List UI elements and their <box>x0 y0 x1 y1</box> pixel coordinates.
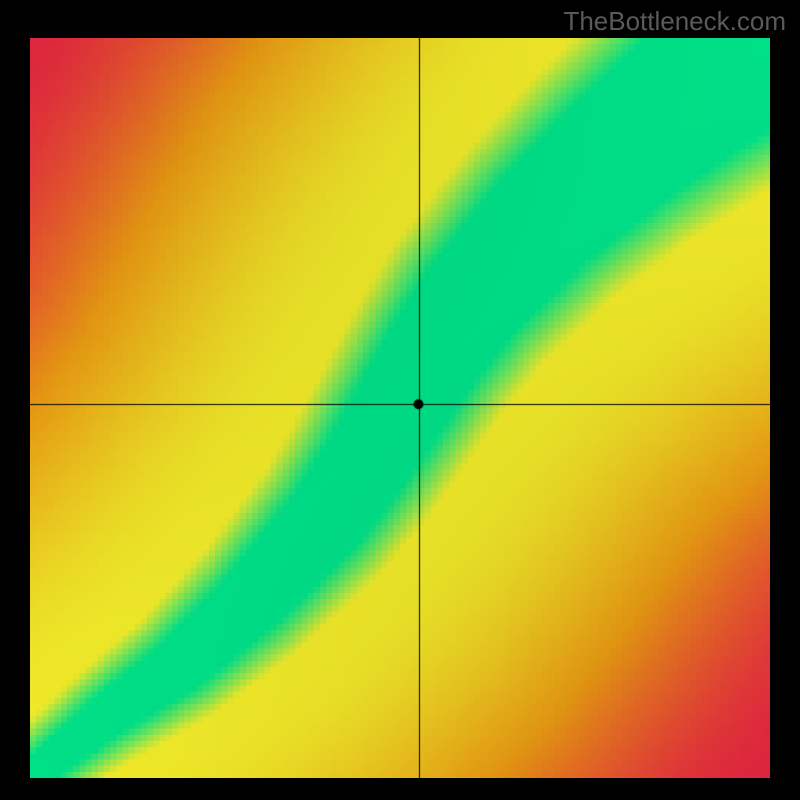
crosshair-overlay <box>30 38 770 778</box>
watermark-text: TheBottleneck.com <box>563 6 786 37</box>
chart-container: TheBottleneck.com <box>0 0 800 800</box>
